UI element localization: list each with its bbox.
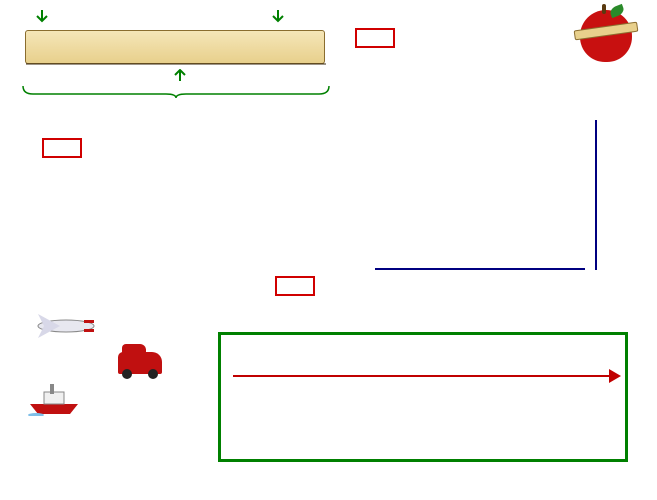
- bar-chart: [375, 90, 635, 270]
- ruler-section: [25, 10, 335, 84]
- formula-dm-m-box: [42, 138, 82, 158]
- y-axis: [595, 120, 635, 270]
- ruler-bracket: [21, 84, 331, 98]
- ship-item: [26, 382, 82, 421]
- plane-icon: [30, 312, 96, 340]
- relation-title: [221, 335, 625, 341]
- car-item: [118, 352, 162, 378]
- ship-icon: [26, 382, 82, 416]
- nl-line: [233, 375, 613, 377]
- chart-area: [375, 120, 585, 270]
- number-line: [233, 347, 613, 427]
- nl-arrow-icon: [609, 369, 621, 383]
- car-icon: [118, 352, 162, 374]
- ruler-ticks: [26, 31, 326, 65]
- ruler-top-labels: [25, 10, 335, 26]
- apple-icon: [580, 10, 632, 62]
- formula-cm-box: [355, 28, 395, 48]
- ruler-graphic: [25, 30, 325, 64]
- arrow-up-icon: [173, 69, 187, 81]
- relation-box: [218, 332, 628, 462]
- arrow-down-icon: [35, 10, 49, 24]
- plane-item: [30, 312, 96, 347]
- arrow-down-icon: [271, 10, 285, 24]
- formula-km-box: [275, 276, 315, 296]
